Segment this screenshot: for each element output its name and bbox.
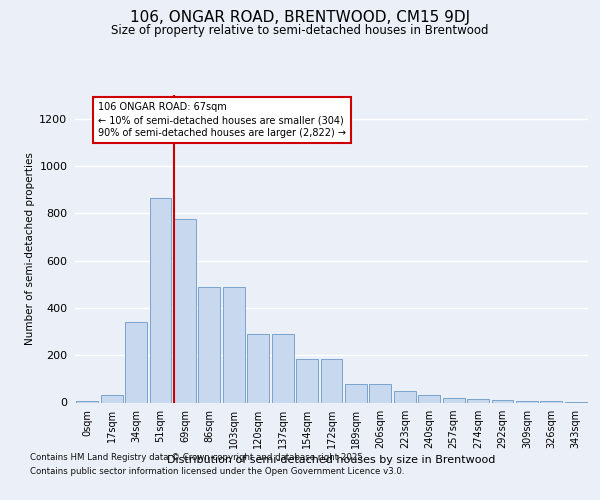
Bar: [296, 360, 318, 403]
Bar: [174, 219, 196, 402]
Bar: [149, 198, 172, 402]
Bar: [125, 322, 147, 402]
Bar: [370, 384, 391, 402]
Bar: [320, 358, 343, 403]
Text: Contains HM Land Registry data © Crown copyright and database right 2025.: Contains HM Land Registry data © Crown c…: [30, 452, 365, 462]
Bar: [272, 334, 293, 402]
Bar: [418, 396, 440, 402]
Bar: [247, 334, 269, 402]
Bar: [467, 399, 489, 402]
Bar: [443, 398, 464, 402]
Text: Size of property relative to semi-detached houses in Brentwood: Size of property relative to semi-detach…: [111, 24, 489, 37]
Bar: [223, 286, 245, 403]
Text: 106, ONGAR ROAD, BRENTWOOD, CM15 9DJ: 106, ONGAR ROAD, BRENTWOOD, CM15 9DJ: [130, 10, 470, 25]
Bar: [491, 400, 514, 402]
Text: Contains public sector information licensed under the Open Government Licence v3: Contains public sector information licen…: [30, 468, 404, 476]
Text: 106 ONGAR ROAD: 67sqm
← 10% of semi-detached houses are smaller (304)
90% of sem: 106 ONGAR ROAD: 67sqm ← 10% of semi-deta…: [98, 102, 346, 139]
Bar: [199, 286, 220, 403]
X-axis label: Distribution of semi-detached houses by size in Brentwood: Distribution of semi-detached houses by …: [167, 455, 496, 465]
Y-axis label: Number of semi-detached properties: Number of semi-detached properties: [25, 152, 35, 345]
Bar: [345, 384, 367, 402]
Bar: [101, 396, 122, 402]
Bar: [394, 391, 416, 402]
